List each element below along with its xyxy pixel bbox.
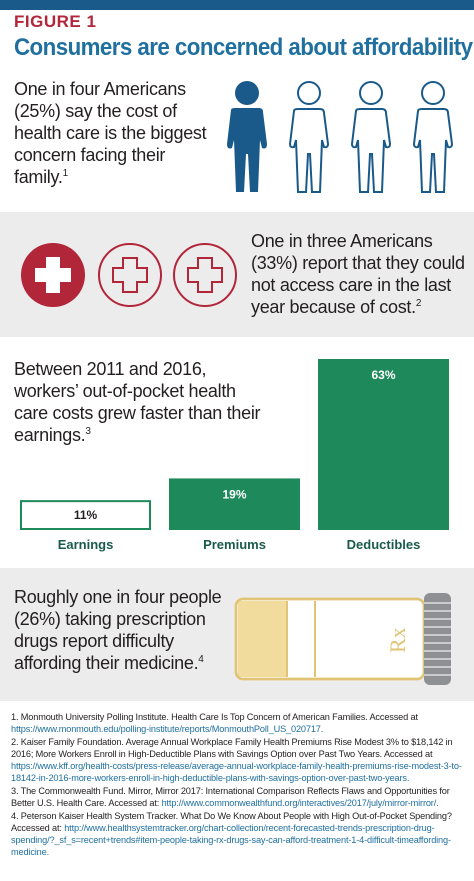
figure-label: FIGURE 1: [14, 12, 97, 31]
rx-label: Rx: [385, 627, 410, 653]
stat2-text: One in three Americans (33%) report that…: [251, 231, 465, 317]
reference-number: 3.: [11, 786, 19, 796]
medical-cross-icons: [21, 243, 237, 307]
stat-panel-one-in-four: One in four Americans (25%) say the cost…: [0, 72, 474, 212]
stat-panel-costs-chart: Between 2011 and 2016, workers’ out-of-p…: [0, 337, 474, 568]
bottle-cap: [424, 593, 451, 685]
references-list: 1. Monmouth University Polling Institute…: [11, 711, 467, 859]
stat2-footnote-ref: 2: [415, 298, 422, 309]
bar-earnings: [20, 500, 151, 530]
stat1-text: One in four Americans (25%) say the cost…: [14, 79, 207, 187]
reference-link[interactable]: https://www.monmouth.edu/polling-institu…: [11, 724, 324, 734]
stat4-text: Roughly one in four people (26%) taking …: [14, 587, 222, 673]
bar-value-label: 63%: [371, 368, 395, 382]
stat-panel-prescriptions: Roughly one in four people (26%) taking …: [0, 568, 474, 701]
bar-value-label: 19%: [222, 487, 246, 501]
reference-number: 1.: [11, 712, 19, 722]
category-label: Earnings: [58, 537, 114, 552]
reference-item: 1. Monmouth University Polling Institute…: [11, 711, 467, 735]
stat2-text-block: One in three Americans (33%) report that…: [251, 230, 469, 318]
reference-item: 2. Kaiser Family Foundation. Average Ann…: [11, 736, 467, 784]
reference-text: The Commonwealth Fund. Mirror, Mirror 20…: [11, 786, 450, 808]
category-label: Deductibles: [347, 537, 421, 552]
bar-value-label: 11%: [74, 508, 98, 522]
reference-text: Kaiser Family Foundation. Average Annual…: [11, 737, 453, 759]
stat3-text-block: Between 2011 and 2016, workers’ out-of-p…: [14, 358, 274, 446]
reference-text: Peterson Kaiser Health System Tracker. W…: [11, 811, 452, 833]
reference-link[interactable]: http://www.commonwealthfund.org/interact…: [161, 798, 439, 808]
stat3-footnote-ref: 3: [85, 426, 91, 437]
stat4-footnote-ref: 4: [198, 654, 204, 665]
person-outline-icon: [412, 81, 454, 193]
reference-item: 3. The Commonwealth Fund. Mirror, Mirror…: [11, 785, 467, 809]
top-accent-bar: [0, 0, 474, 10]
reference-number: 2.: [11, 737, 19, 747]
bar-deductibles: [318, 359, 449, 530]
reference-link[interactable]: http://www.healthsystemtracker.org/chart…: [11, 823, 451, 857]
stat1-footnote-ref: 1: [62, 168, 69, 179]
references-panel: 1. Monmouth University Polling Institute…: [0, 701, 474, 881]
person-outline-icon: [350, 81, 392, 193]
page-title: Consumers are concerned about affordabil…: [14, 34, 473, 61]
people-icons: [227, 81, 454, 193]
pill-bottle-icon: Rx: [234, 593, 451, 685]
medical-cross-outline-icon: [173, 243, 237, 307]
medical-cross-outline-icon: [98, 243, 162, 307]
stat1-text-block: One in four Americans (25%) say the cost…: [14, 78, 209, 188]
reference-text: Monmouth University Polling Institute. H…: [20, 712, 418, 722]
reference-item: 4. Peterson Kaiser Health System Tracker…: [11, 810, 467, 858]
person-outline-icon: [288, 81, 330, 193]
bar-premiums: [169, 478, 300, 530]
category-label: Premiums: [203, 537, 266, 552]
reference-number: 4.: [11, 811, 19, 821]
stat-panel-one-in-three: One in three Americans (33%) report that…: [0, 212, 474, 337]
stat4-text-block: Roughly one in four people (26%) taking …: [14, 586, 224, 674]
stat3-text: Between 2011 and 2016, workers’ out-of-p…: [14, 359, 261, 445]
reference-link[interactable]: https://www.kff.org/health-costs/press-r…: [11, 761, 462, 783]
person-filled-icon: [227, 81, 267, 192]
medical-cross-filled-icon: [21, 243, 85, 307]
costs-bar-chart: 11% Earnings 19% Premiums 63% Deductibles: [20, 359, 449, 552]
